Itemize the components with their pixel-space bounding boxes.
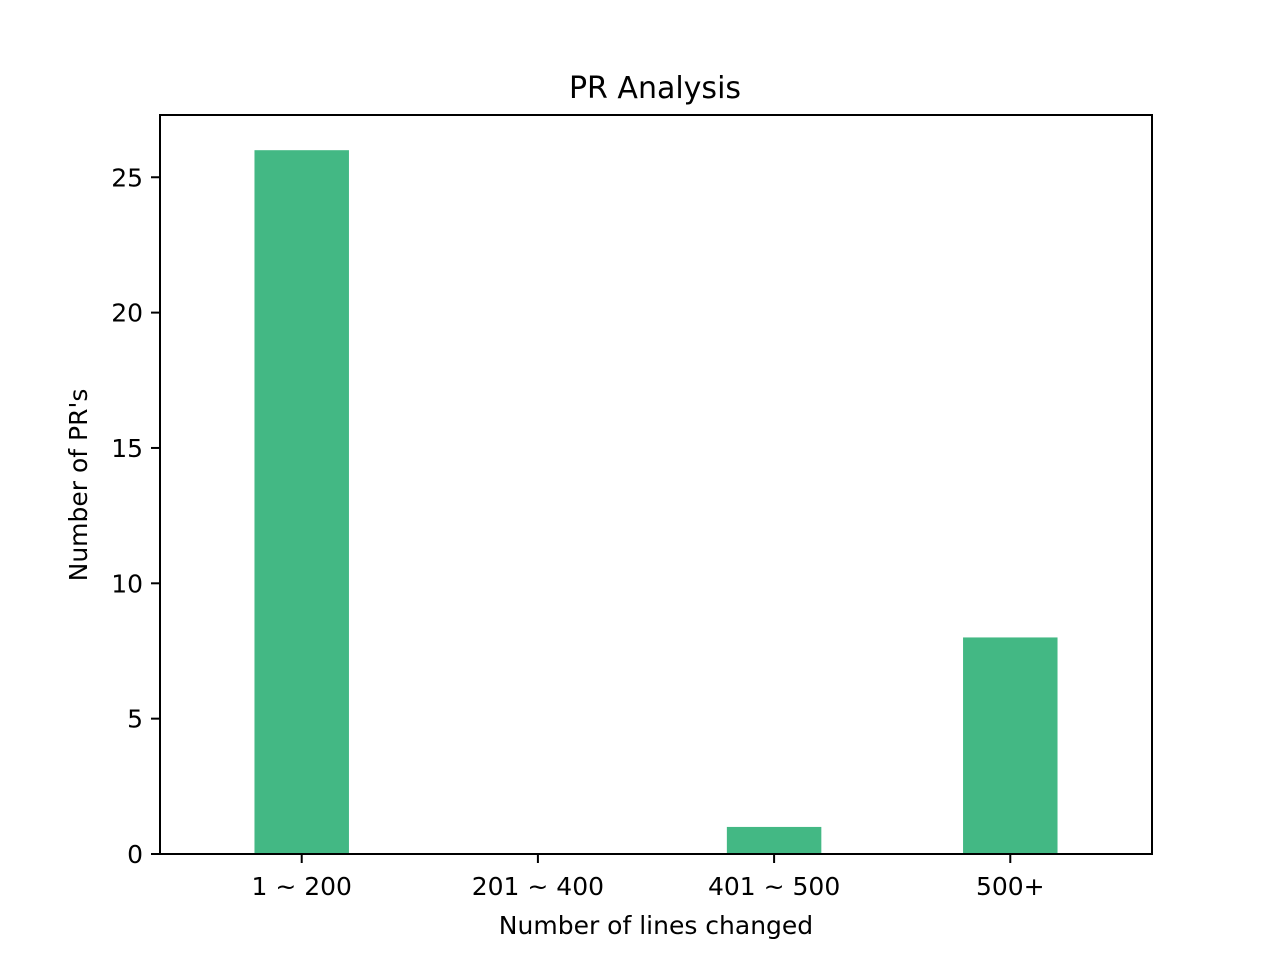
x-tick-label: 401 ~ 500 (708, 872, 840, 901)
y-tick-label: 20 (111, 299, 143, 328)
y-tick-label: 25 (111, 163, 143, 192)
x-axis-label: Number of lines changed (499, 911, 813, 940)
y-tick-label: 10 (111, 569, 143, 598)
y-tick-label: 15 (111, 434, 143, 463)
bar-2 (726, 826, 822, 854)
y-axis-label: Number of PR's (64, 389, 93, 582)
chart-title: PR Analysis (569, 71, 741, 106)
x-tick-label: 1 ~ 200 (251, 872, 351, 901)
y-tick-label: 0 (127, 840, 143, 869)
bar-3 (963, 637, 1058, 854)
bars-group (254, 150, 1058, 854)
plot-frame (159, 114, 1153, 855)
x-axis: 1 ~ 200 201 ~ 400 401 ~ 500 500+ (251, 854, 1045, 901)
y-tick-label: 5 (127, 705, 143, 734)
x-tick-label: 201 ~ 400 (472, 872, 604, 901)
y-axis: 0 5 10 15 20 25 (111, 163, 160, 869)
x-tick-label: 500+ (976, 872, 1045, 901)
bar-0 (254, 150, 349, 854)
